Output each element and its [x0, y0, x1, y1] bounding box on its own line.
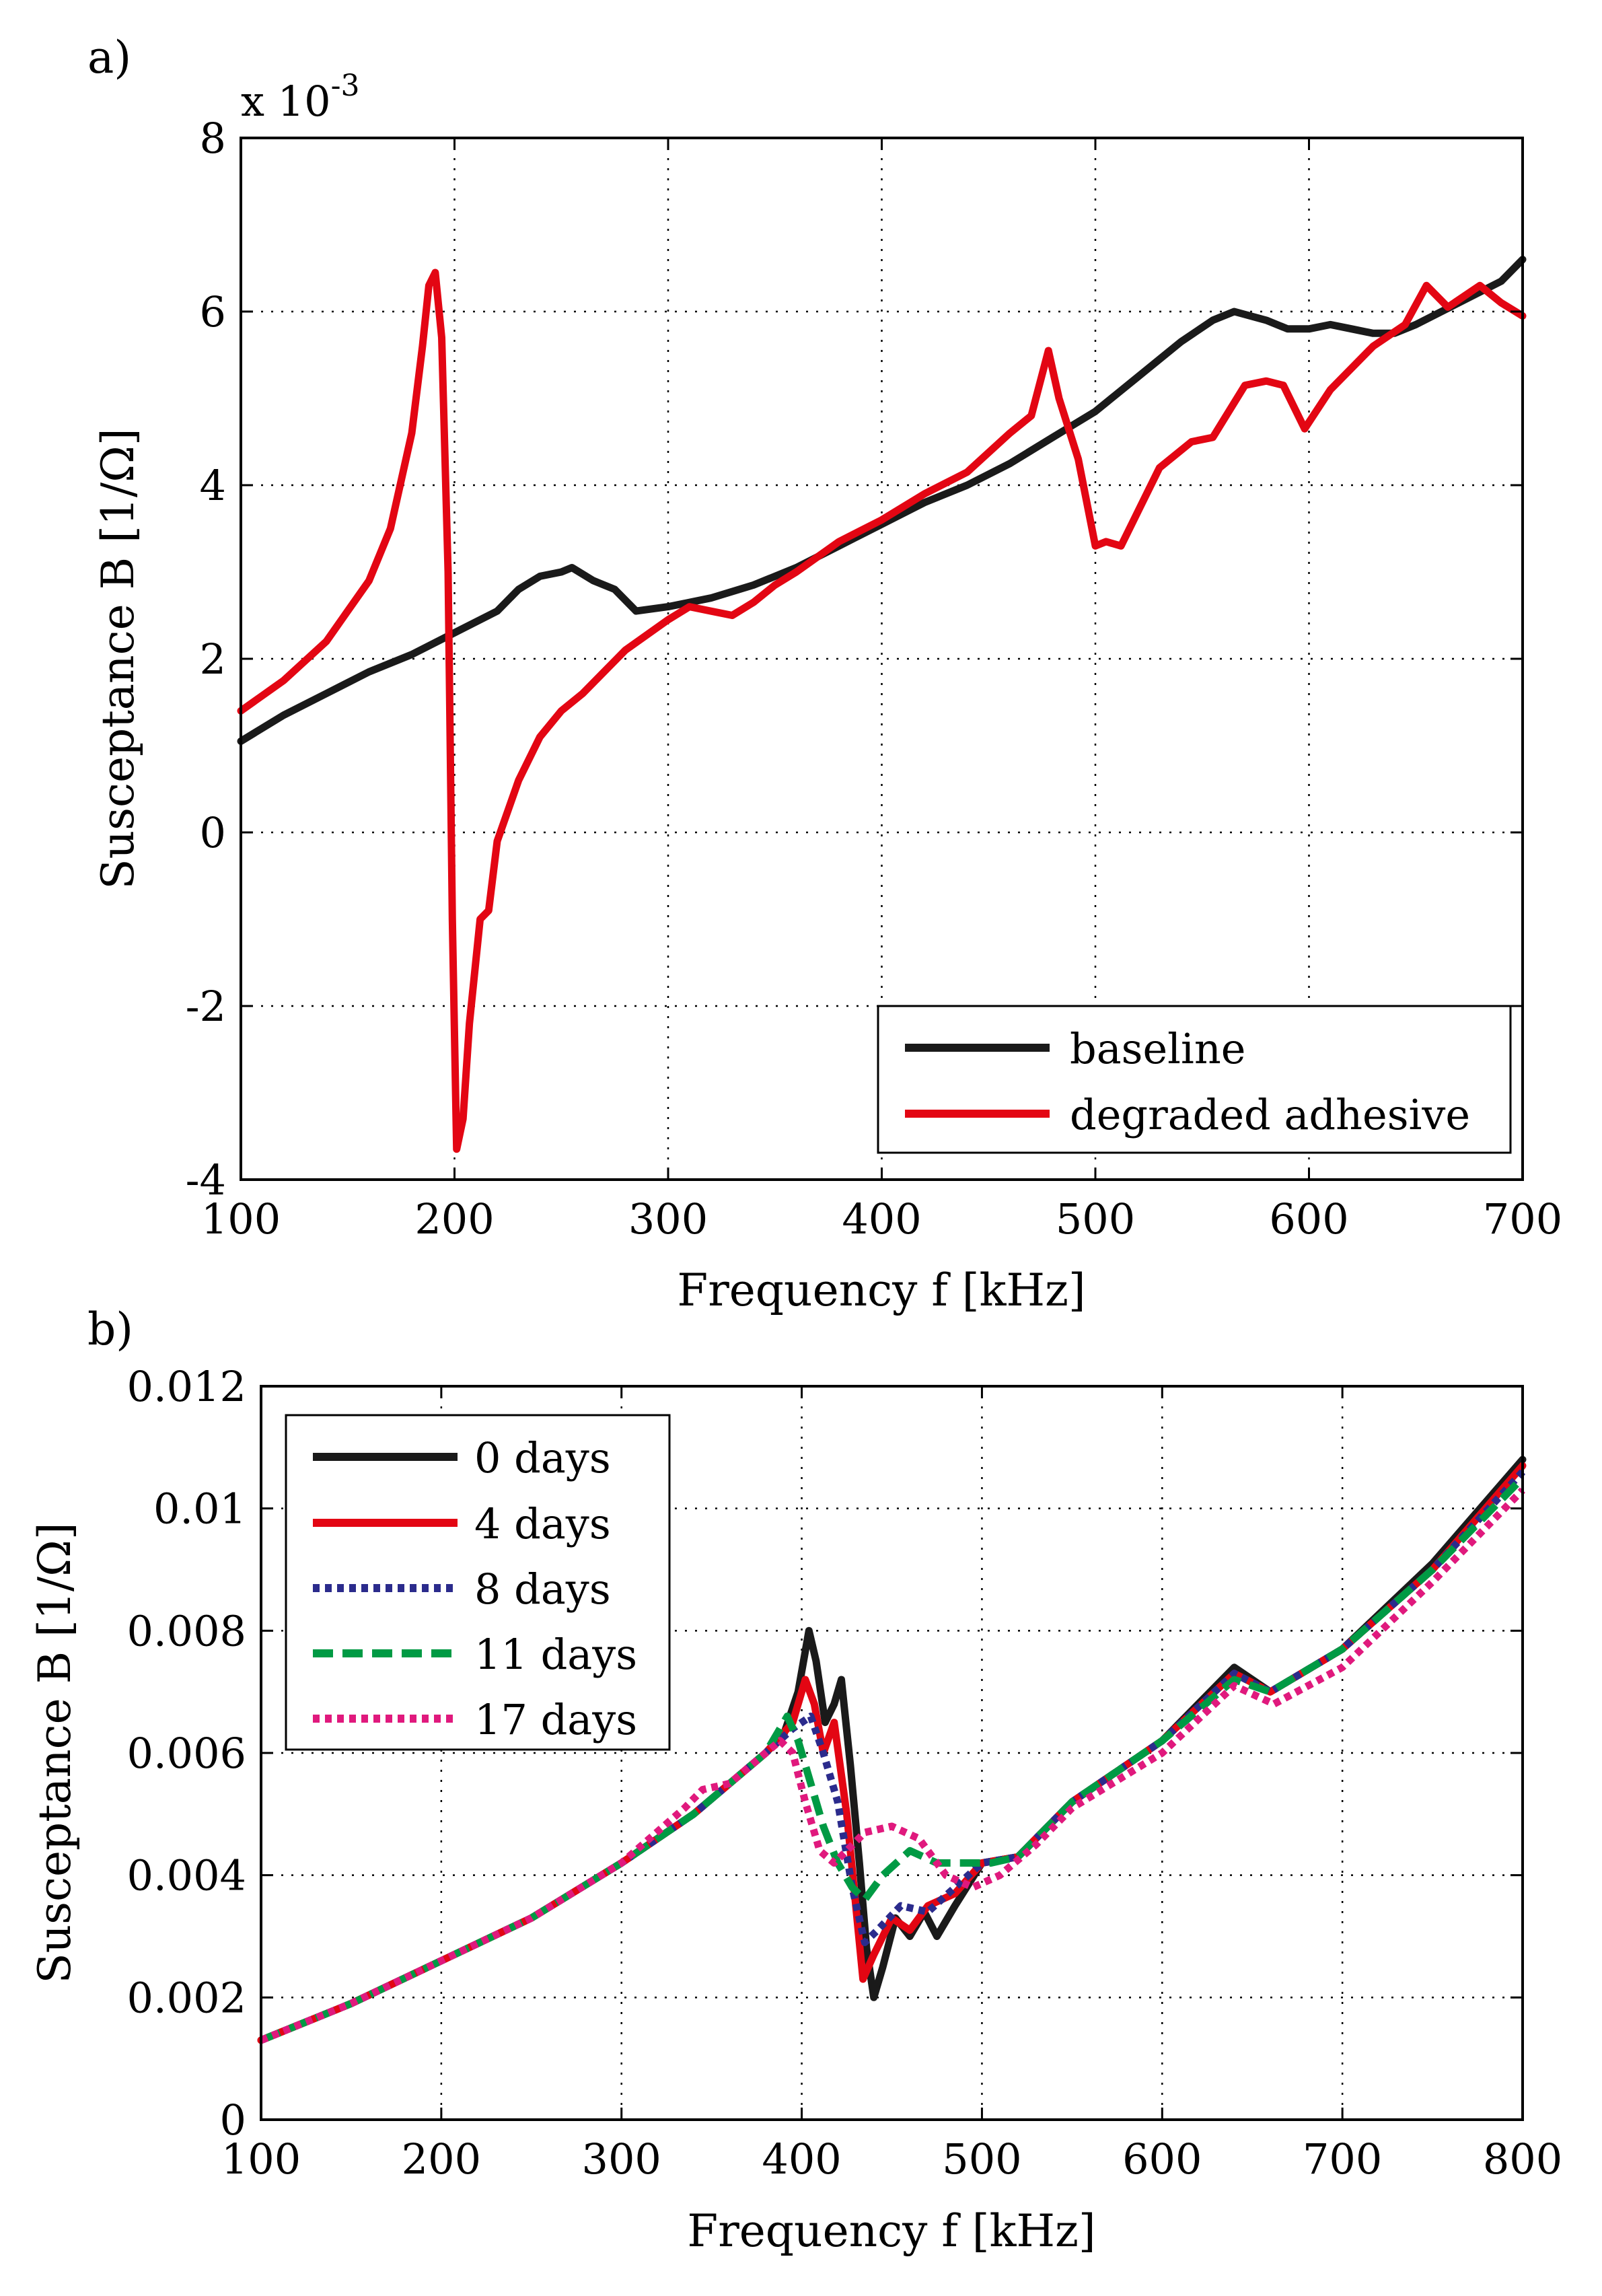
- panel-a-x-tick-label: 700: [1483, 1194, 1562, 1244]
- series-lines-b: [257, 1456, 1527, 2044]
- panel-b-y-tick-label: 0.008: [127, 1606, 247, 1655]
- panel-b-y-tick-label: 0: [220, 2095, 246, 2145]
- panel-a-y-tick-label: 6: [200, 287, 226, 336]
- panel-b-y-tick-label: 0.004: [127, 1851, 247, 1900]
- legend-a: baseline degraded adhesive: [877, 1005, 1512, 1154]
- chart-panel-b: b) 100 200 300 400 500 600 700 800 0 0.002 0.004 0.…: [29, 1303, 1562, 2257]
- panel-b-y-tick-label: 0.006: [127, 1729, 247, 1778]
- panel-a-y-tick-label: -2: [186, 982, 226, 1031]
- legend-a-label-degraded: degraded adhesive: [1070, 1090, 1470, 1139]
- panel-a-y-tick-label: 8: [200, 114, 226, 163]
- series-lines-a: [237, 256, 1527, 1153]
- legend-a-label-baseline: baseline: [1070, 1024, 1245, 1073]
- y-axis-label-b: Susceptance B [1/Ω]: [29, 1522, 81, 1983]
- legend-b-label-4days: 4 days: [474, 1499, 611, 1548]
- y-exponent-label-a: x 10-3: [241, 69, 359, 126]
- panel-a-y-tick-label: 0: [200, 808, 226, 857]
- panel-b-x-tick-label: 400: [762, 2134, 841, 2184]
- panel-a-x-tick-label: 100: [201, 1194, 281, 1244]
- chart-panel-a: a) x 10-3 100 200 300 400 500 600 700 -4 -2 0 2 4 6 8…: [87, 32, 1562, 1316]
- panel-b-x-tick-label: 500: [942, 2134, 1021, 2184]
- legend-b: 0 days 4 days 8 days 11 days 17 days: [285, 1414, 671, 1751]
- panel-b-x-tick-label: 600: [1122, 2134, 1202, 2184]
- panel-b-y-tick-label: 0.002: [127, 1973, 247, 2022]
- panel-b-series-line-11-days: [259, 1475, 1525, 2044]
- x-axis-label-b: Frequency f [kHz]: [687, 2205, 1095, 2257]
- panel-a-series-line-degraded-adhesive: [237, 268, 1527, 1153]
- panel-b-x-tick-label: 200: [402, 2134, 481, 2184]
- y-axis-label-a: Susceptance B [1/Ω]: [92, 428, 144, 889]
- panel-a-x-tick-label: 600: [1269, 1194, 1348, 1244]
- panel-b-x-tick-label: 800: [1483, 2134, 1562, 2184]
- legend-a-box: [877, 1005, 1512, 1154]
- panel-b-series-line-8-days: [259, 1469, 1526, 2044]
- panel-a-label: a): [87, 32, 131, 83]
- panel-a-y-tick-label: 4: [200, 461, 226, 510]
- panel-a-x-tick-label: 300: [628, 1194, 708, 1244]
- legend-b-label-11days: 11 days: [474, 1630, 637, 1679]
- ticks-b: 100 200 300 400 500 600 700 800 0 0.002 0.004 0.006…: [127, 1362, 1563, 2184]
- legend-b-box: [285, 1414, 671, 1751]
- panel-b-y-tick-label: 0.012: [127, 1362, 247, 1411]
- panel-a-series-line-baseline: [237, 256, 1527, 745]
- panel-b-x-tick-label: 100: [221, 2134, 301, 2184]
- legend-b-label-0days: 0 days: [474, 1433, 611, 1482]
- panel-b-y-tick-label: 0.01: [153, 1484, 246, 1534]
- panel-a-y-tick-label: -4: [186, 1155, 226, 1205]
- panel-a-y-tick-label: 2: [200, 635, 226, 684]
- panel-b-x-tick-label: 700: [1303, 2134, 1382, 2184]
- panel-a-x-tick-label: 400: [842, 1194, 921, 1244]
- legend-b-label-8days: 8 days: [474, 1565, 611, 1614]
- panel-b-label: b): [87, 1303, 133, 1355]
- ticks-a: 100 200 300 400 500 600 700 -4 -2 0 2 4 6 8: [186, 114, 1563, 1244]
- panel-a-x-tick-label: 500: [1056, 1194, 1135, 1244]
- panel-a-x-tick-label: 200: [414, 1194, 494, 1244]
- panel-b-x-tick-label: 300: [582, 2134, 661, 2184]
- x-axis-label-a: Frequency f [kHz]: [677, 1264, 1085, 1316]
- legend-b-label-17days: 17 days: [474, 1695, 637, 1744]
